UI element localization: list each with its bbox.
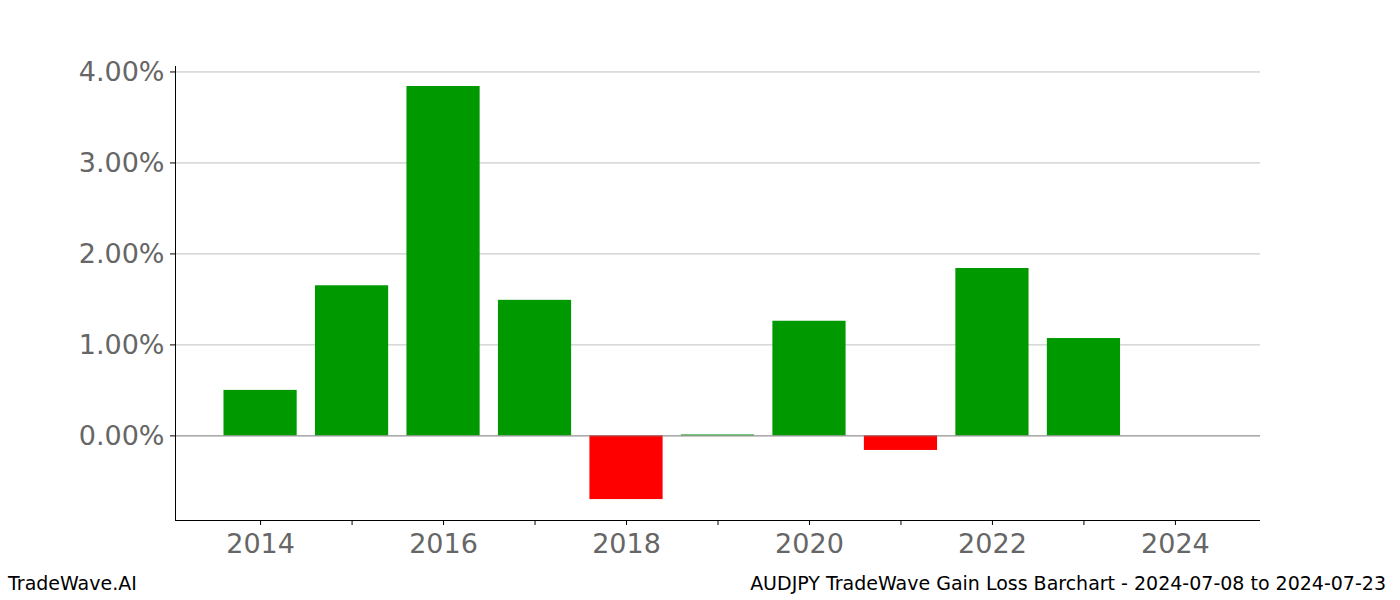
html-text:TradeWave.AI: TradeWave.AI [8,572,137,594]
svg-text:3.00%: 3.00% [79,147,165,178]
svg-text:2024: 2024 [1141,528,1210,559]
svg-text:0.00%: 0.00% [79,420,165,451]
html-text:AUDJPY TradeWave Gain Loss Bar: AUDJPY TradeWave Gain Loss Barchart - 20… [750,572,1386,594]
svg-text:4.00%: 4.00% [79,56,165,87]
svg-text:2014: 2014 [226,528,295,559]
svg-text:2016: 2016 [409,528,478,559]
svg-text:2018: 2018 [592,528,661,559]
svg-text:2022: 2022 [958,528,1027,559]
svg-text:2.00%: 2.00% [79,238,165,269]
svg-text:2020: 2020 [775,528,844,559]
svg-text:1.00%: 1.00% [79,329,165,360]
